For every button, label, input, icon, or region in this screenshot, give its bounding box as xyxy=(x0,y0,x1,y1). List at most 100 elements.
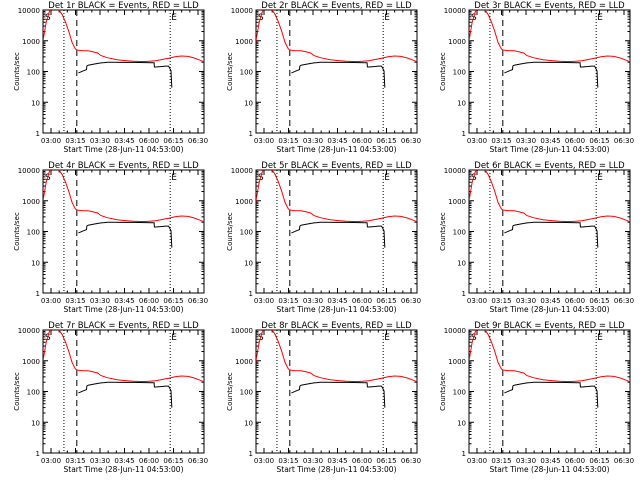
x-tick-label: 03:30 xyxy=(303,137,323,145)
end-marker: E xyxy=(597,333,603,343)
x-tick-label: 06:15 xyxy=(376,297,396,305)
x-tick-label: 03:45 xyxy=(540,457,560,465)
x-axis-label: Start Time (28-Jun-11 04:53:00) xyxy=(490,145,610,154)
panel-title: Det 5r BLACK = Events, RED = LLD xyxy=(261,161,412,171)
x-tick-label: 03:00 xyxy=(467,137,487,145)
x-tick-label: 06:00 xyxy=(139,457,159,465)
x-axis-label: Start Time (28-Jun-11 04:53:00) xyxy=(277,465,397,474)
y-tick-label: 10000 xyxy=(18,167,40,175)
y-tick-label: 10000 xyxy=(18,327,40,335)
y-tick-label: 10000 xyxy=(231,327,253,335)
x-tick-label: 06:00 xyxy=(565,297,585,305)
x-axis-label: Start Time (28-Jun-11 04:53:00) xyxy=(64,465,184,474)
y-tick-label: 100 xyxy=(453,389,466,397)
detector-panel-4: Det 4r BLACK = Events, RED = LLD 1 10 100 10… xyxy=(13,161,208,314)
y-tick-label: 10 xyxy=(457,99,466,107)
x-axis-label: Start Time (28-Jun-11 04:53:00) xyxy=(64,145,184,154)
y-tick-label: 1 xyxy=(36,290,40,298)
start-marker: S xyxy=(471,173,477,183)
lld-series-line xyxy=(256,330,417,383)
start-marker: S xyxy=(45,333,51,343)
y-axis-label: Counts/sec xyxy=(226,52,234,91)
end-marker: E xyxy=(171,333,177,343)
y-tick-label: 100 xyxy=(27,229,40,237)
events-series-line xyxy=(78,61,173,88)
y-tick-label: 100 xyxy=(453,69,466,77)
plot-frame xyxy=(468,169,631,294)
x-axis-label: Start Time (28-Jun-11 04:53:00) xyxy=(64,305,184,314)
panel-title: Det 1r BLACK = Events, RED = LLD xyxy=(48,1,199,11)
x-tick-label: 03:00 xyxy=(467,457,487,465)
detector-panel-5: Det 5r BLACK = Events, RED = LLD 1 10 100 10… xyxy=(226,161,421,314)
x-tick-label: 03:45 xyxy=(114,457,134,465)
x-tick-label: 03:00 xyxy=(41,137,61,145)
y-tick-label: 10000 xyxy=(231,7,253,15)
x-axis-label: Start Time (28-Jun-11 04:53:00) xyxy=(490,465,610,474)
y-tick-label: 1 xyxy=(36,450,40,458)
x-tick-label: 06:30 xyxy=(401,137,421,145)
plot-frame xyxy=(255,169,418,294)
y-axis-label: Counts/sec xyxy=(439,52,447,91)
start-marker: S xyxy=(258,173,264,183)
y-tick-label: 1000 xyxy=(22,38,40,46)
y-tick-label: 10 xyxy=(457,259,466,267)
y-tick-label: 10 xyxy=(244,259,253,267)
y-tick-label: 1 xyxy=(249,450,253,458)
panel-title: Det 3r BLACK = Events, RED = LLD xyxy=(474,1,625,11)
x-tick-label: 03:45 xyxy=(540,137,560,145)
x-tick-label: 06:30 xyxy=(188,457,208,465)
events-series-line xyxy=(78,221,173,248)
y-tick-label: 100 xyxy=(240,389,253,397)
detector-panel-8: Det 8r BLACK = Events, RED = LLD 1 10 100 10… xyxy=(226,321,421,474)
x-tick-label: 03:30 xyxy=(516,297,536,305)
end-marker: E xyxy=(384,173,390,183)
x-tick-label: 06:30 xyxy=(614,457,634,465)
start-marker: S xyxy=(471,333,477,343)
y-tick-label: 1 xyxy=(462,130,466,138)
x-tick-label: 03:30 xyxy=(303,457,323,465)
lld-series-line xyxy=(43,330,204,383)
panel-title: Det 2r BLACK = Events, RED = LLD xyxy=(261,1,412,11)
events-series-line xyxy=(504,381,599,408)
y-tick-label: 100 xyxy=(240,229,253,237)
x-tick-label: 03:15 xyxy=(491,297,511,305)
y-tick-label: 1 xyxy=(249,130,253,138)
events-series-line xyxy=(291,221,386,248)
y-axis-label: Counts/sec xyxy=(439,372,447,411)
lld-series-line xyxy=(256,10,417,63)
end-marker: E xyxy=(597,13,603,23)
x-tick-label: 06:15 xyxy=(589,137,609,145)
x-tick-label: 06:15 xyxy=(589,297,609,305)
end-marker: E xyxy=(384,333,390,343)
x-tick-label: 03:45 xyxy=(327,457,347,465)
x-tick-label: 06:00 xyxy=(139,137,159,145)
start-marker: S xyxy=(258,13,264,23)
events-series-line xyxy=(291,381,386,408)
y-tick-label: 1 xyxy=(462,290,466,298)
y-axis-label: Counts/sec xyxy=(13,372,21,411)
y-tick-label: 10 xyxy=(457,419,466,427)
lld-series-line xyxy=(256,170,417,223)
y-axis-label: Counts/sec xyxy=(13,212,21,251)
start-marker: S xyxy=(45,173,51,183)
x-tick-label: 06:00 xyxy=(565,457,585,465)
x-tick-label: 06:30 xyxy=(188,297,208,305)
y-tick-label: 1000 xyxy=(448,38,466,46)
x-tick-label: 06:15 xyxy=(376,457,396,465)
plot-frame xyxy=(255,9,418,134)
x-tick-label: 03:30 xyxy=(516,137,536,145)
x-tick-label: 06:00 xyxy=(139,297,159,305)
x-tick-label: 03:30 xyxy=(90,137,110,145)
y-axis-label: Counts/sec xyxy=(226,212,234,251)
panel-title: Det 8r BLACK = Events, RED = LLD xyxy=(261,321,412,331)
lld-series-line xyxy=(43,10,204,63)
y-tick-label: 1 xyxy=(462,450,466,458)
plot-frame xyxy=(255,329,418,454)
lld-series-line xyxy=(469,10,630,63)
detector-panel-1: Det 1r BLACK = Events, RED = LLD 1 10 100 10… xyxy=(13,1,208,154)
y-tick-label: 10 xyxy=(31,99,40,107)
events-series-line xyxy=(504,221,599,248)
end-marker: E xyxy=(384,13,390,23)
y-tick-label: 100 xyxy=(453,229,466,237)
